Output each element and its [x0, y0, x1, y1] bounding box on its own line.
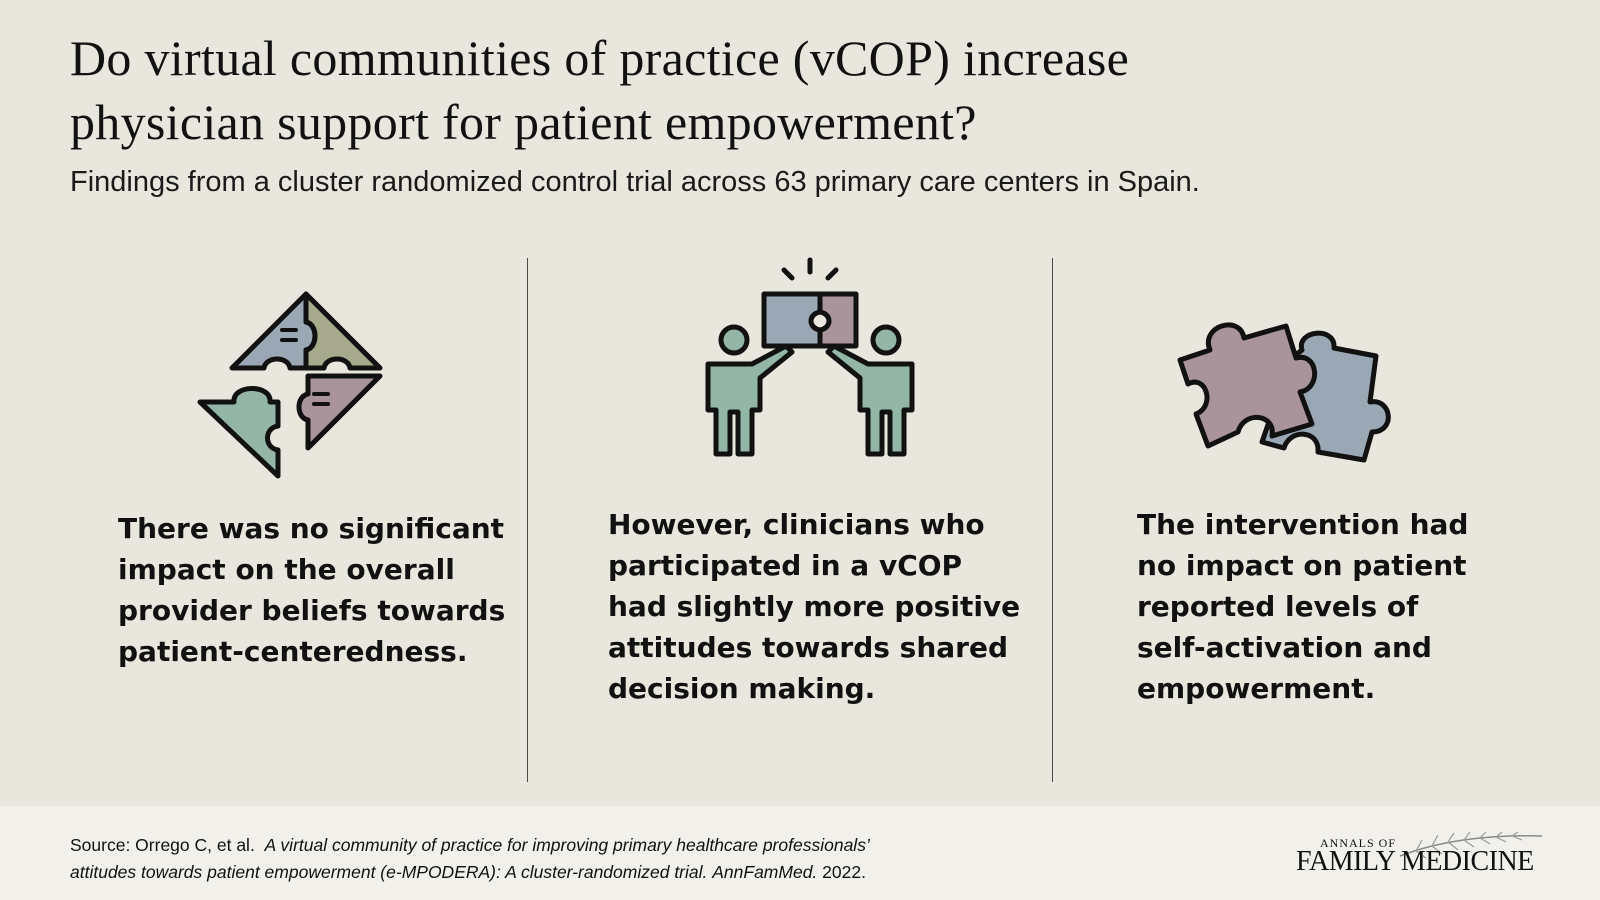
title-line-1: Do virtual communities of practice (vCOP…: [70, 30, 1130, 86]
source-citation: Source: Orrego C, et al. A virtual commu…: [70, 832, 1030, 886]
page-subtitle: Findings from a cluster randomized contr…: [70, 166, 1200, 198]
source-line-1: Source: Orrego C, et al. A virtual commu…: [70, 835, 870, 855]
finding-1-text: There was no significant impact on the o…: [118, 512, 506, 668]
footer-bar: [0, 806, 1600, 900]
journal-logo: ANNALS OF FAMILY MEDICINE: [1296, 832, 1546, 882]
logo-annals-of: ANNALS OF: [1320, 836, 1397, 850]
fern-leaf-icon: [1399, 832, 1543, 859]
two-puzzle-pieces-icon: [1177, 322, 1391, 463]
people-joining-puzzle-icon: [705, 257, 915, 457]
puzzle-diamond-icon: [197, 291, 383, 479]
finding-3-text: The intervention had no impact on patien…: [1137, 508, 1469, 705]
finding-2-text: However, clinicians who participated in …: [608, 508, 1021, 705]
column-divider-1: [527, 258, 528, 782]
title-line-2: physician support for patient empowermen…: [70, 94, 977, 150]
logo-family-medicine: FAMILY MEDICINE: [1296, 846, 1534, 877]
source-line-2: attitudes towards patient empowerment (e…: [70, 862, 866, 882]
column-divider-2: [1052, 258, 1053, 782]
page-title: Do virtual communities of practice (vCOP…: [70, 26, 1510, 154]
